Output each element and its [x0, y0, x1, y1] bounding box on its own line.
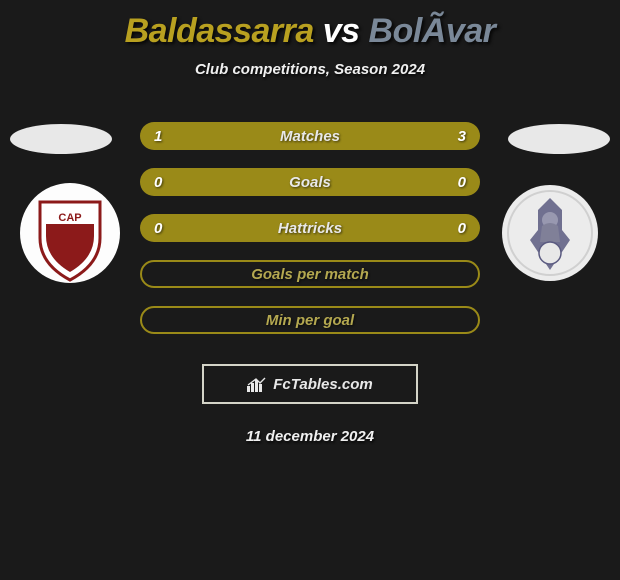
brand-text: FcTables.com: [273, 376, 372, 393]
brand-box[interactable]: FcTables.com: [202, 364, 418, 404]
team-badge-left: CAP: [20, 180, 120, 286]
stat-bar: 0 Goals 0: [140, 168, 480, 196]
shield-icon: CAP: [20, 180, 120, 286]
title-player-right: BolÃ­var: [369, 12, 496, 50]
stat-label: Matches: [280, 128, 340, 145]
stat-label: Min per goal: [266, 312, 354, 329]
stat-label: Goals per match: [251, 266, 369, 283]
title-player-left: Baldassarra: [125, 12, 314, 50]
stat-bar: Goals per match: [140, 260, 480, 288]
stat-value-right: 3: [446, 128, 466, 145]
page-title: Baldassarra vs BolÃ­var: [0, 0, 620, 51]
date-text: 11 december 2024: [0, 428, 620, 445]
title-vs: vs: [323, 12, 360, 50]
comparison-card: Baldassarra vs BolÃ­var Club competition…: [0, 0, 620, 580]
stat-value-left: 0: [154, 174, 174, 191]
placeholder-oval-right: [508, 124, 610, 154]
chart-icon: [247, 376, 267, 392]
stat-bar: 1 Matches 3: [140, 122, 480, 150]
stat-value-right: 0: [446, 220, 466, 237]
stat-value-left: 1: [154, 128, 174, 145]
stat-label: Hattricks: [278, 220, 342, 237]
badge-text-cap: CAP: [58, 212, 81, 224]
stat-value-left: 0: [154, 220, 174, 237]
subtitle: Club competitions, Season 2024: [0, 61, 620, 78]
stat-label: Goals: [289, 174, 331, 191]
stat-bar: 0 Hattricks 0: [140, 214, 480, 242]
stat-value-right: 0: [446, 174, 466, 191]
placeholder-oval-left: [10, 124, 112, 154]
stat-bar: Min per goal: [140, 306, 480, 334]
team-badge-right: [500, 180, 600, 286]
crest-icon: [500, 180, 600, 286]
